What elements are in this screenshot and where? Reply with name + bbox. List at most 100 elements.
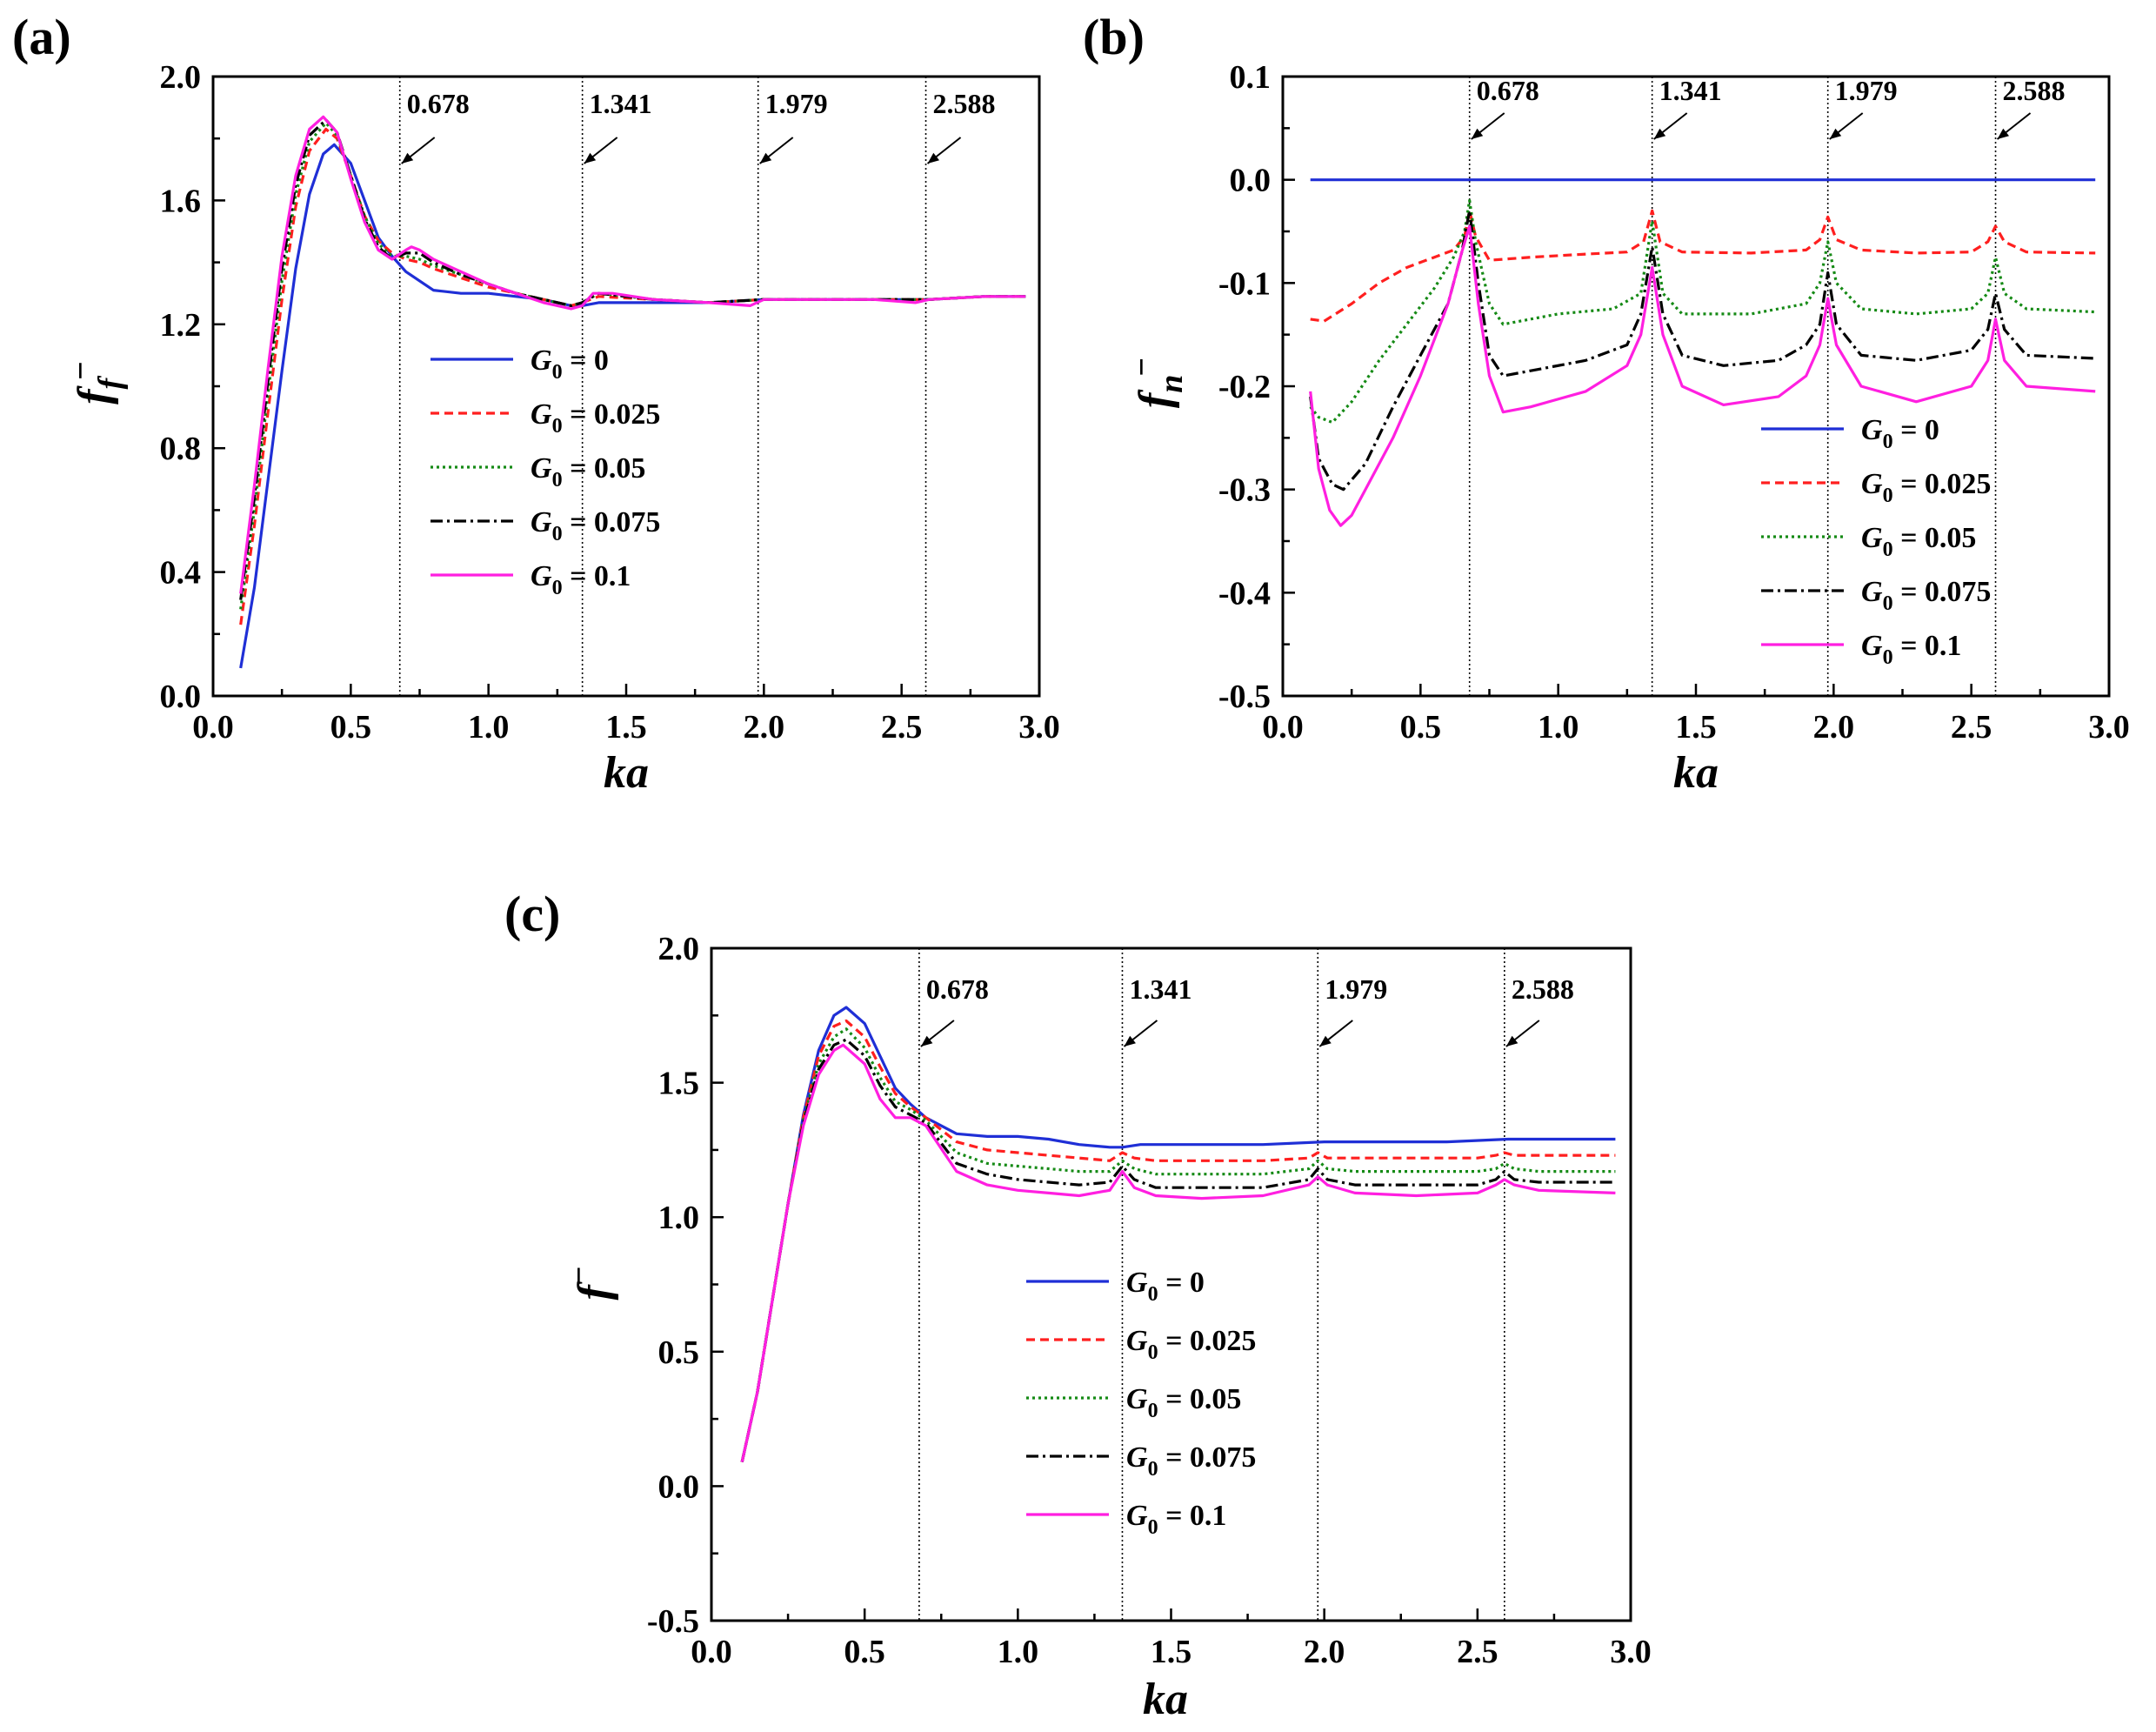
annotation-label: 2.588 bbox=[933, 88, 996, 119]
x-tick-label: 0.0 bbox=[192, 709, 234, 746]
y-tick-label: 1.0 bbox=[658, 1200, 700, 1236]
series-line-G0-0-1 bbox=[1309, 224, 2096, 527]
x-tick-label: 3.0 bbox=[1018, 709, 1060, 746]
arrow-head bbox=[759, 152, 772, 164]
legend-label: G0 = 0.05 bbox=[1126, 1383, 1241, 1422]
annotation-label: 0.678 bbox=[407, 88, 470, 119]
y-axis-title: f− bbox=[561, 1267, 619, 1301]
y-tick-label: 0.5 bbox=[658, 1334, 700, 1371]
y-tick-label: -0.1 bbox=[1218, 265, 1271, 302]
arrow-head bbox=[1997, 128, 2010, 139]
y-tick-label: 0.0 bbox=[1230, 163, 1272, 199]
legend-label: G0 = 0.025 bbox=[1861, 468, 1991, 507]
legend-label: G0 = 0.075 bbox=[1126, 1441, 1256, 1481]
x-tick-label: 1.0 bbox=[1538, 709, 1579, 746]
legend-label: G0 = 0.1 bbox=[1126, 1500, 1226, 1539]
legend-label: G0 = 0.1 bbox=[531, 560, 631, 599]
legend-label: G0 = 0.1 bbox=[1861, 630, 1961, 669]
y-axis-title: ff− bbox=[63, 361, 129, 405]
y-tick-label: -0.3 bbox=[1218, 472, 1271, 509]
legend-label: G0 = 0.025 bbox=[1126, 1325, 1256, 1364]
arrow-head bbox=[920, 1035, 933, 1047]
x-tick-label: 2.0 bbox=[1304, 1634, 1345, 1670]
y-tick-label: -0.5 bbox=[1218, 679, 1271, 715]
annotation-label: 1.979 bbox=[1325, 973, 1387, 1005]
series-group bbox=[1309, 178, 2096, 527]
arrow-head bbox=[1471, 128, 1484, 139]
annotation-label: 2.588 bbox=[2003, 75, 2066, 106]
series-line-G0-0-1 bbox=[239, 115, 1026, 594]
arrow-head bbox=[1653, 128, 1666, 139]
legend: G0 = 0 G0 = 0.025 G0 = 0.05 G0 = 0.075 G0 = … bbox=[431, 344, 660, 599]
chart-panel-c: (c) 0.678 1.341 1.979 2.588 0.0 0.5 1.0 1.5 2.0 2.… bbox=[504, 886, 1652, 1724]
legend: G0 = 0 G0 = 0.025 G0 = 0.05 G0 = 0.075 G0 = … bbox=[1761, 414, 1991, 669]
series-line-G0-0-05 bbox=[1309, 198, 2096, 425]
series-line-G0-0-05 bbox=[740, 1027, 1616, 1462]
series-line-G0-0-025 bbox=[740, 1019, 1616, 1462]
y-tick-label: -0.5 bbox=[647, 1603, 699, 1640]
legend: G0 = 0 G0 = 0.025 G0 = 0.05 G0 = 0.075 G0 = … bbox=[1026, 1267, 1256, 1539]
legend-label: G0 = 0 bbox=[1126, 1267, 1205, 1306]
x-tick-label: 3.0 bbox=[1610, 1634, 1652, 1670]
arrow-head bbox=[1319, 1035, 1332, 1047]
chart-panel-b: (b) 0.678 1.341 1.979 2.588 0.0 0.5 1.0 1.5 2.0 2.… bbox=[1083, 9, 2130, 798]
series-line-G0-0-075 bbox=[740, 1038, 1616, 1462]
arrow-head bbox=[1124, 1035, 1136, 1047]
arrow-head bbox=[1829, 128, 1842, 139]
legend-label: G0 = 0 bbox=[1861, 414, 1939, 453]
y-tick-label: -0.2 bbox=[1218, 369, 1271, 405]
chart-panel-a: (a) 0.678 1.341 1.979 2.588 0.0 0.5 1.0 1.5 2.0 2.… bbox=[12, 9, 1060, 798]
annotation-label: 1.341 bbox=[1129, 973, 1191, 1005]
x-tick-label: 0.5 bbox=[330, 709, 372, 746]
annotation-label: 1.341 bbox=[1659, 75, 1722, 106]
panel-label: (b) bbox=[1083, 9, 1145, 65]
x-tick-label: 1.5 bbox=[605, 709, 647, 746]
x-tick-label: 1.5 bbox=[1675, 709, 1717, 746]
legend-label: G0 = 0.025 bbox=[531, 398, 660, 438]
annotation-label: 0.678 bbox=[926, 973, 989, 1005]
x-tick-label: 2.5 bbox=[1951, 709, 1992, 746]
y-tick-label: 0.0 bbox=[160, 679, 202, 715]
x-tick-label: 0.0 bbox=[691, 1634, 732, 1670]
x-tick-label: 0.5 bbox=[1400, 709, 1442, 746]
x-tick-label: 2.0 bbox=[1813, 709, 1855, 746]
plot-frame bbox=[211, 75, 1041, 698]
x-tick-label: 2.5 bbox=[1457, 1634, 1499, 1670]
arrow-head bbox=[1505, 1035, 1519, 1047]
annotation-label: 1.979 bbox=[1835, 75, 1898, 106]
y-axis-title: fn− bbox=[1124, 358, 1190, 408]
x-tick-label: 1.0 bbox=[998, 1634, 1039, 1670]
y-tick-label: 0.0 bbox=[658, 1468, 700, 1505]
legend-label: G0 = 0.075 bbox=[1861, 576, 1991, 615]
x-tick-label: 1.0 bbox=[468, 709, 510, 746]
panel-label: (a) bbox=[12, 9, 71, 65]
arrow-head bbox=[401, 152, 414, 164]
series-line-G0-0-075 bbox=[1309, 209, 2096, 492]
y-tick-label: 2.0 bbox=[658, 931, 700, 967]
annotation-label: 1.341 bbox=[590, 88, 652, 119]
series-group bbox=[740, 1006, 1616, 1462]
legend-label: G0 = 0.05 bbox=[1861, 522, 1976, 561]
x-tick-label: 0.0 bbox=[1262, 709, 1304, 746]
x-tick-label: 3.0 bbox=[2088, 709, 2130, 746]
y-tick-label: 1.6 bbox=[160, 183, 202, 219]
legend-label: G0 = 0 bbox=[531, 344, 609, 384]
y-tick-label: 1.5 bbox=[658, 1066, 700, 1102]
y-tick-label: 2.0 bbox=[160, 59, 202, 96]
legend-label: G0 = 0.05 bbox=[531, 452, 645, 492]
y-tick-label: 0.8 bbox=[160, 431, 202, 467]
arrow-head bbox=[927, 152, 940, 164]
series-line-G0-0-025 bbox=[1310, 209, 2096, 323]
x-tick-label: 0.5 bbox=[844, 1634, 885, 1670]
x-axis-title: ka bbox=[604, 748, 649, 798]
x-tick-label: 1.5 bbox=[1151, 1634, 1192, 1670]
arrow-head bbox=[584, 152, 597, 164]
x-axis-title: ka bbox=[1143, 1675, 1188, 1724]
x-axis-title: ka bbox=[1673, 748, 1719, 798]
annotation-label: 0.678 bbox=[1477, 75, 1539, 106]
annotation-label: 2.588 bbox=[1512, 973, 1574, 1005]
series-group bbox=[239, 115, 1026, 669]
y-tick-label: 0.4 bbox=[160, 555, 202, 592]
legend-label: G0 = 0.075 bbox=[531, 506, 660, 545]
